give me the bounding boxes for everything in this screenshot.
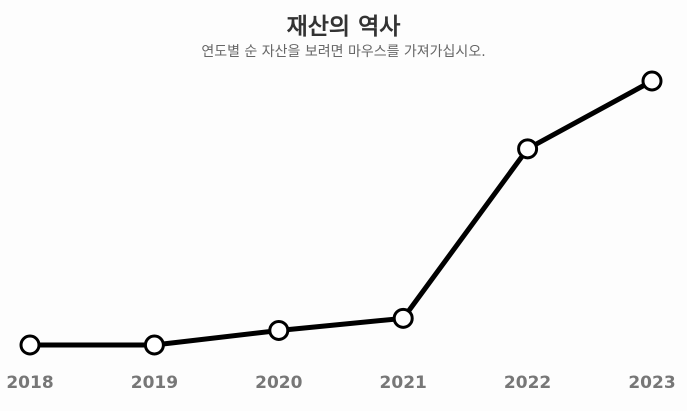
chart-subtitle: 연도별 순 자산을 보려면 마우스를 가져가십시오.	[201, 44, 486, 60]
x-tick-label: 2021	[380, 373, 427, 393]
data-points-group	[19, 70, 663, 356]
x-tick-label: 2019	[131, 373, 178, 393]
data-point-2022[interactable]	[517, 138, 539, 160]
chart-title: 재산의 역사	[286, 14, 401, 40]
x-tick-label: 2023	[628, 373, 675, 393]
data-point-2019[interactable]	[143, 334, 165, 356]
x-tick-label: 2022	[504, 373, 551, 393]
series-line	[27, 78, 655, 348]
x-axis-ticks: 2018 2019 2020 2021 2022 2023	[6, 373, 675, 393]
data-point-2023[interactable]	[641, 70, 663, 92]
data-point-2021[interactable]	[392, 307, 414, 329]
x-tick-label: 2020	[255, 373, 302, 393]
x-tick-label: 2018	[6, 373, 53, 393]
data-point-2020[interactable]	[268, 319, 290, 341]
series-line-group	[27, 78, 655, 348]
data-point-2018[interactable]	[19, 334, 41, 356]
